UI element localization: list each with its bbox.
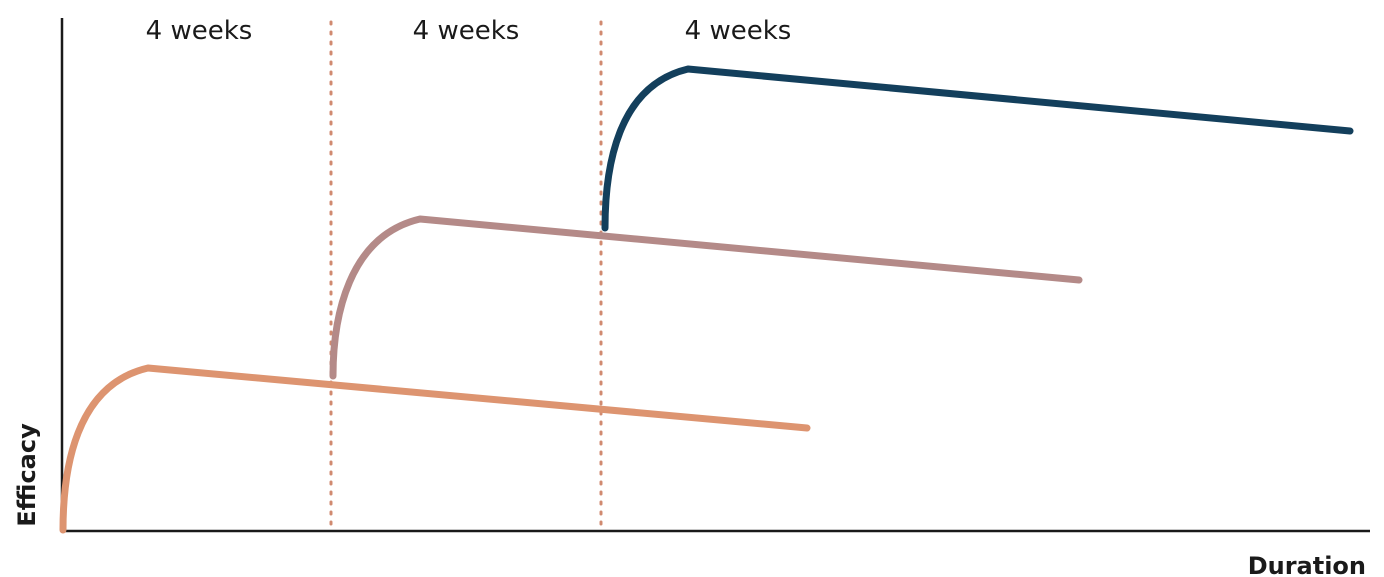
efficacy-curve-2 [329, 215, 1083, 380]
efficacy-curve-3 [601, 65, 1354, 232]
y-axis-label: Efficacy [13, 423, 41, 527]
period-label-1: 4 weeks [146, 16, 253, 46]
period-label-3: 4 weeks [685, 16, 792, 46]
x-axis-label: Duration [1248, 552, 1366, 577]
efficacy-curve-1 [59, 364, 811, 534]
period-label-2: 4 weeks [413, 16, 520, 46]
